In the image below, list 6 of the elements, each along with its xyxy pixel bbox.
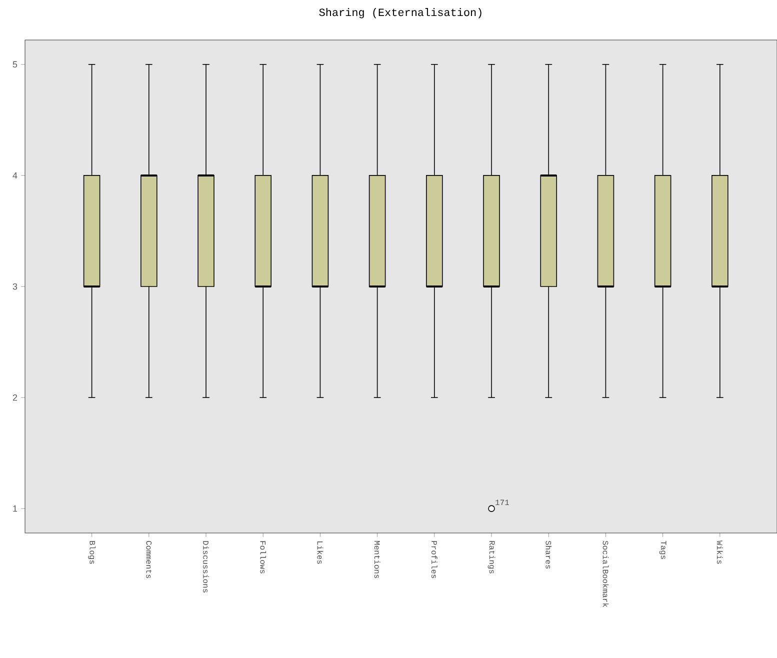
chart-title: Sharing (Externalisation) (319, 8, 482, 18)
y-tick-label: 5 (12, 61, 18, 68)
y-tick-label: 4 (12, 172, 18, 179)
y-tick-label: 1 (13, 505, 18, 512)
y-tick-label: 3 (12, 283, 18, 290)
y-tick-label: 2 (12, 394, 18, 401)
